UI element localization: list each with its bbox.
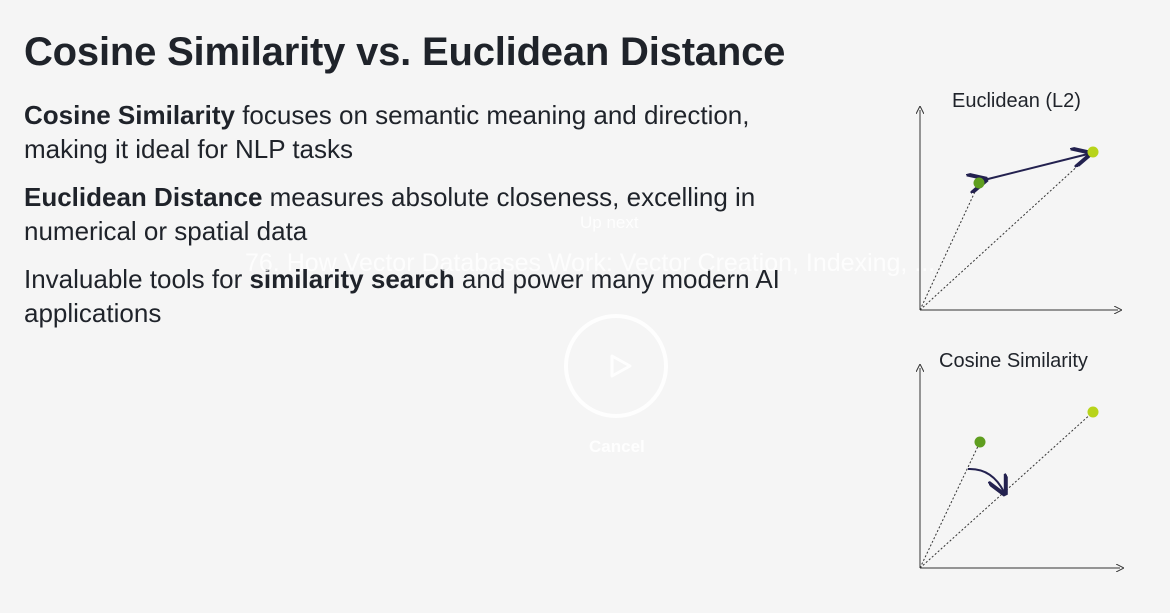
vector-line-b [919,411,1094,569]
bullet-item: Invaluable tools for similarity search a… [24,264,780,328]
cancel-button[interactable]: Cancel [589,437,645,456]
cosine-diagram-title: Cosine Similarity [939,350,1088,372]
point-b [1087,146,1099,158]
bullet-item: Cosine Similarity focuses on semantic me… [24,100,750,164]
bullet-list: Cosine Similarity focuses on semantic me… [24,98,824,344]
euclidean-diagram-title: Euclidean (L2) [952,90,1081,112]
bullet-bold-text: Euclidean Distance [24,182,263,212]
play-icon [610,354,632,378]
distance-arrow [984,154,1088,180]
angle-arrow [967,467,1004,492]
vector-line-a [919,441,981,569]
bullet-item: Euclidean Distance measures absolute clo… [24,182,756,246]
vector-line-b [919,151,1094,311]
play-next-button[interactable] [564,314,668,418]
vector-line-a [919,182,980,311]
cosine-diagram [900,360,1130,582]
bullet-bold-text: similarity search [249,264,455,294]
point-b [1087,406,1099,418]
euclidean-diagram [900,100,1130,322]
point-a [973,177,985,189]
bullet-bold-text: Cosine Similarity [24,100,235,130]
point-a [974,436,986,448]
slide-title: Cosine Similarity vs. Euclidean Distance [24,30,786,74]
